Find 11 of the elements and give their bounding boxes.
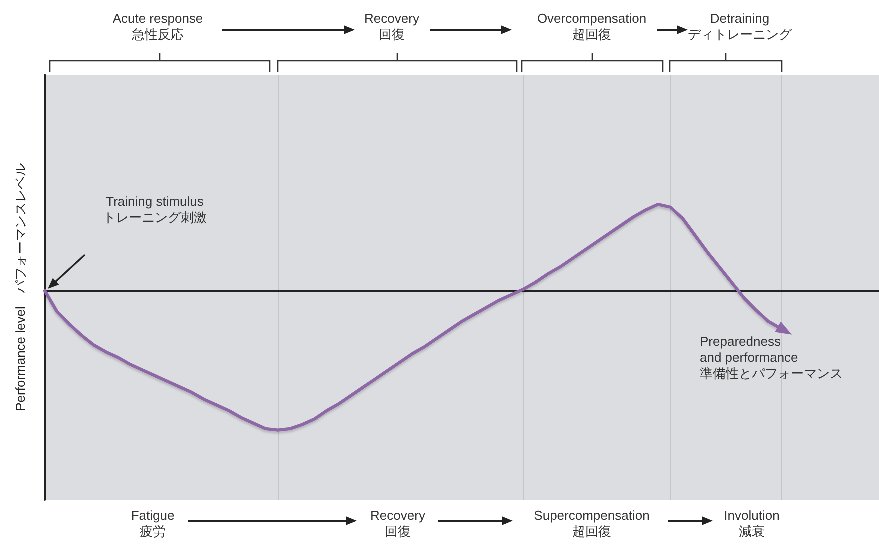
text: Involution 減衰: [724, 508, 780, 540]
text: Acute response 急性反応: [112, 11, 204, 43]
annotation: Preparedness and performance 準備性とパフォーマンス: [700, 334, 843, 382]
y-axis-title: Performance level パフォーマンスレベル: [13, 164, 28, 412]
text: Recovery 回復: [364, 11, 420, 43]
text: Supercompensation 超回復: [534, 508, 650, 540]
text: Detraining ディトレーニング: [688, 11, 792, 43]
text: Fatigue 疲労: [131, 508, 175, 540]
text: Recovery 回復: [370, 508, 426, 540]
text: Overcompensation 超回復: [537, 11, 647, 43]
annotation: Training stimulus トレーニング刺激: [103, 194, 207, 226]
